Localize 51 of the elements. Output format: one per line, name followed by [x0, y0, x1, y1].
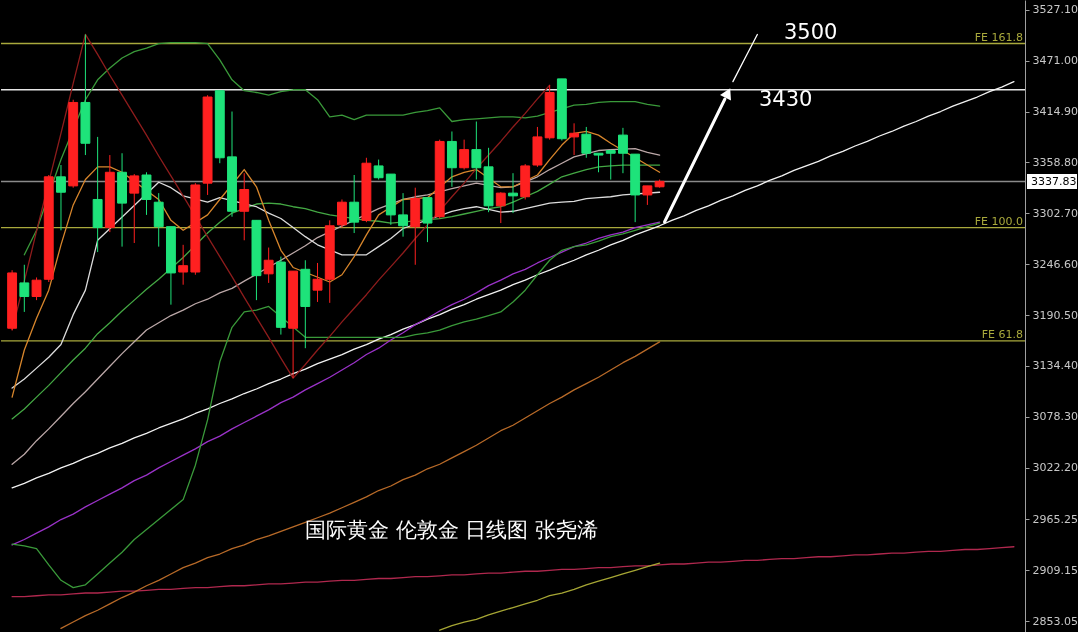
candlestick: [581, 126, 592, 159]
line-series: [11, 546, 1015, 598]
ref-line-label: FE 61.8: [981, 327, 1023, 341]
candlestick: [495, 191, 506, 224]
y-tick-label: 3078.30: [1032, 410, 1078, 424]
line-series: [11, 33, 551, 379]
candlestick: [178, 244, 189, 286]
line-series: [439, 562, 661, 631]
candlestick: [569, 122, 580, 156]
y-tick-label: 3134.40: [1032, 359, 1078, 373]
candlestick: [508, 172, 518, 214]
candlestick: [239, 172, 250, 241]
ref-line-label: FE 161.8: [974, 30, 1023, 44]
y-tick-label: 2909.15: [1032, 563, 1078, 577]
y-tick-label: 3527.10: [1032, 3, 1078, 17]
candlestick: [312, 262, 323, 303]
candlestick: [337, 198, 347, 229]
line-series: [11, 148, 661, 465]
line-series: [11, 130, 661, 398]
y-tick-label: 3471.00: [1032, 54, 1078, 68]
y-tick-label: 3022.20: [1032, 461, 1078, 475]
candlestick: [618, 127, 628, 174]
line-series: [23, 41, 661, 256]
candlestick: [471, 121, 482, 181]
line-series: [11, 181, 661, 389]
y-tick-label: 3246.60: [1032, 257, 1078, 271]
y-tick-label: 3414.90: [1032, 105, 1078, 119]
candlestick: [56, 164, 66, 231]
candlestick: [263, 247, 274, 284]
candlestick: [19, 264, 30, 313]
y-tick-label: 3302.70: [1032, 206, 1078, 220]
line-series: [11, 164, 661, 420]
y-tick-label: 3358.80: [1032, 155, 1078, 169]
y-tick-label: 3190.50: [1032, 308, 1078, 322]
ref-line-label: FE 100.0: [974, 214, 1023, 228]
annotation: 国际黄金 伦敦金 日线图 张尧浠: [305, 517, 599, 542]
line-series: [60, 341, 661, 630]
annotation: 3430: [759, 87, 813, 111]
candlestick: [129, 173, 140, 244]
candlestick: [373, 159, 384, 181]
candlestick: [398, 192, 408, 238]
y-tick-label: 2853.05: [1032, 614, 1078, 628]
candlestick: [31, 276, 42, 301]
candlestick: [642, 185, 653, 206]
y-tick-label: 2965.25: [1032, 512, 1078, 526]
candlestick: [593, 152, 604, 173]
candlestick: [459, 139, 470, 171]
y-tick-label: 3337.83: [1031, 174, 1077, 188]
candlestick: [605, 149, 616, 181]
candlestick: [349, 174, 360, 234]
annotation: 3500: [784, 20, 838, 44]
